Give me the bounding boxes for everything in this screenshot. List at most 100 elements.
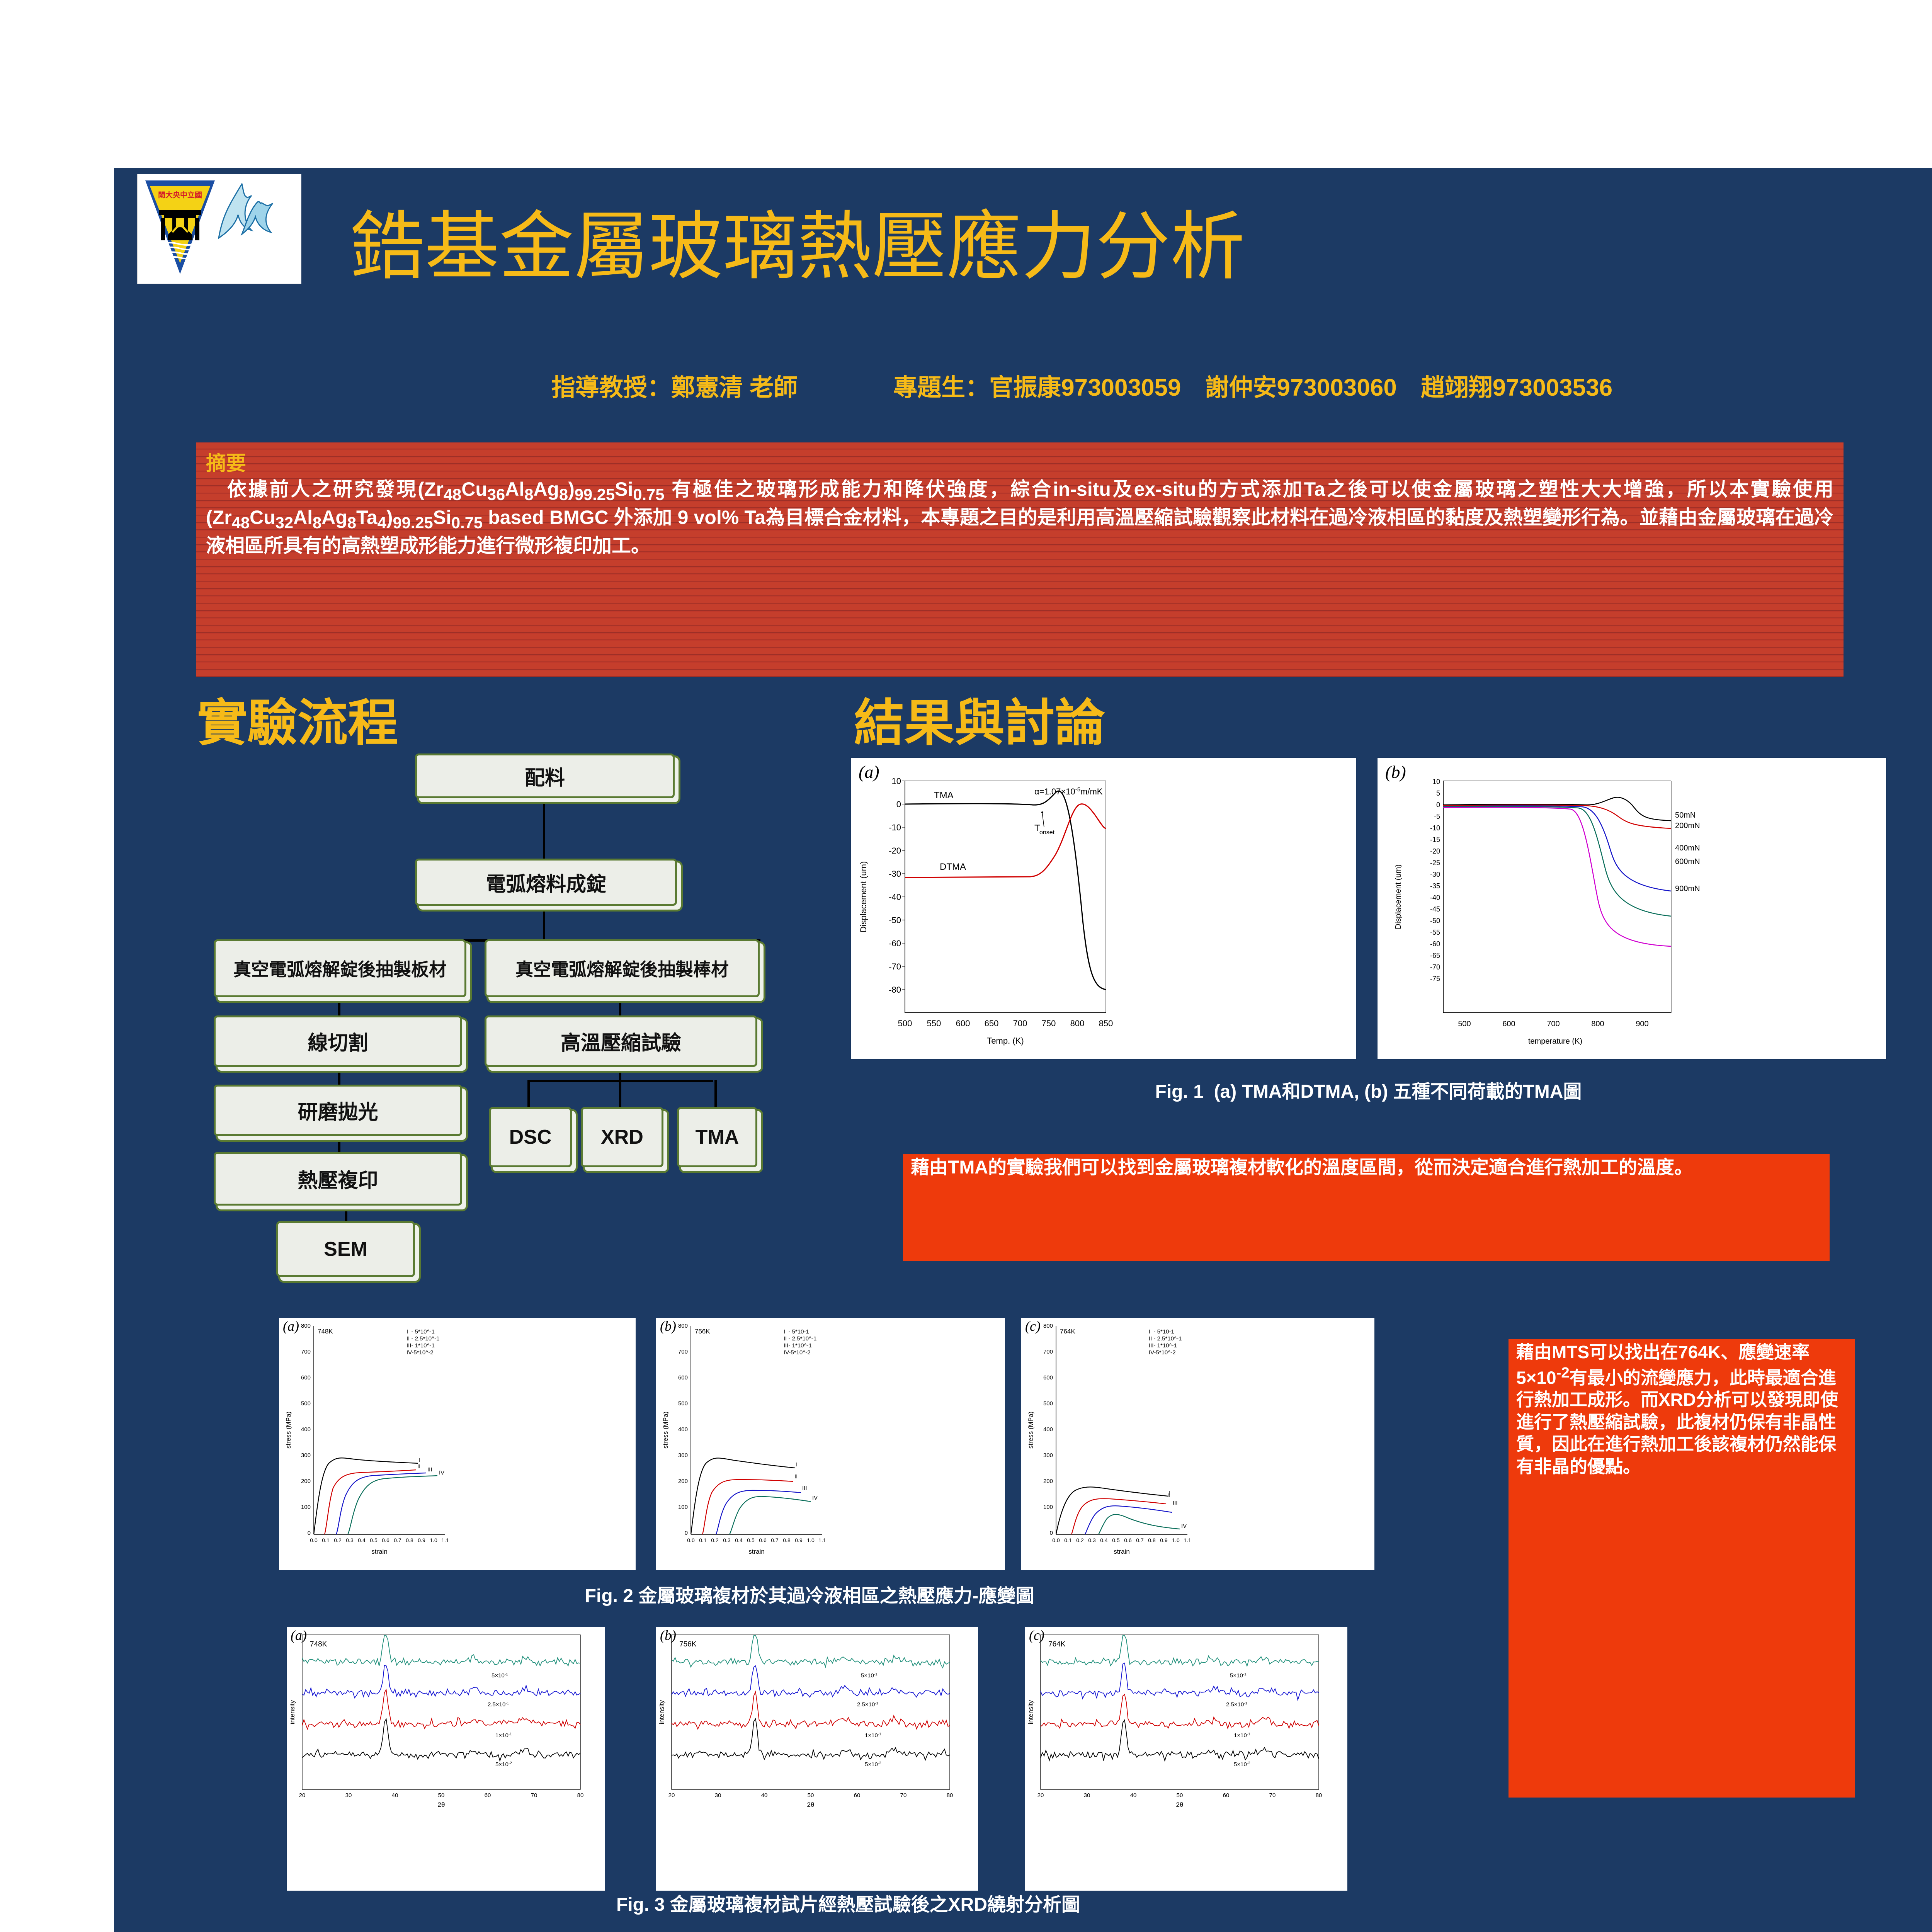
svg-text:600: 600: [1502, 1020, 1515, 1028]
svg-text:0.6: 0.6: [382, 1537, 389, 1543]
svg-text:0.6: 0.6: [1124, 1537, 1132, 1543]
svg-text:I: I: [796, 1461, 798, 1468]
svg-text:strain: strain: [748, 1548, 765, 1555]
svg-text:100: 100: [1043, 1504, 1053, 1510]
svg-text:1.1: 1.1: [441, 1537, 449, 1543]
svg-text:2θ: 2θ: [1176, 1801, 1184, 1808]
svg-text:400mN: 400mN: [1675, 844, 1700, 852]
svg-text:-60: -60: [1430, 940, 1440, 948]
svg-text:10: 10: [892, 776, 901, 786]
svg-text:DTMA: DTMA: [940, 862, 966, 872]
svg-text:0: 0: [1050, 1530, 1053, 1536]
svg-text:0: 0: [896, 799, 901, 809]
svg-text:0.4: 0.4: [735, 1537, 743, 1543]
svg-text:50: 50: [808, 1792, 814, 1799]
svg-text:20: 20: [299, 1792, 306, 1799]
svg-text:IV: IV: [439, 1469, 444, 1476]
svg-text:550: 550: [927, 1019, 941, 1028]
svg-text:-75: -75: [1430, 975, 1440, 983]
svg-text:200: 200: [678, 1478, 688, 1485]
svg-text:IV-5*10^-2: IV-5*10^-2: [406, 1349, 434, 1356]
svg-text:stress (MPa): stress (MPa): [285, 1412, 292, 1449]
svg-text:1.0: 1.0: [1172, 1537, 1180, 1543]
svg-text:748K: 748K: [318, 1328, 333, 1335]
svg-text:-20: -20: [889, 846, 901, 855]
svg-text:500: 500: [678, 1400, 688, 1407]
svg-text:60: 60: [854, 1792, 861, 1799]
svg-text:-40: -40: [889, 892, 901, 902]
svg-text:1×10-1: 1×10-1: [495, 1732, 512, 1739]
svg-text:III: III: [1173, 1500, 1178, 1506]
svg-text:400: 400: [301, 1426, 311, 1433]
svg-text:80: 80: [1316, 1792, 1322, 1799]
svg-text:0.5: 0.5: [370, 1537, 378, 1543]
svg-text:100: 100: [678, 1504, 688, 1510]
svg-text:0.9: 0.9: [1160, 1537, 1168, 1543]
svg-text:I - 5*10-1: I - 5*10-1: [784, 1328, 809, 1335]
svg-text:α=1.07×10-5m/mK: α=1.07×10-5m/mK: [1034, 786, 1103, 797]
svg-text:756K: 756K: [679, 1640, 697, 1648]
svg-text:0.1: 0.1: [1064, 1537, 1072, 1543]
svg-text:-10: -10: [1430, 824, 1440, 832]
svg-text:-65: -65: [1430, 952, 1440, 959]
svg-text:2.5×10-1: 2.5×10-1: [488, 1701, 509, 1708]
svg-text:0.5: 0.5: [747, 1537, 755, 1543]
svg-text:temperature (K): temperature (K): [1528, 1037, 1582, 1046]
svg-text:5×10-1: 5×10-1: [861, 1672, 878, 1679]
svg-text:intensity: intensity: [658, 1700, 665, 1724]
svg-text:800: 800: [1591, 1020, 1604, 1028]
svg-text:1.0: 1.0: [430, 1537, 437, 1543]
svg-text:1.1: 1.1: [818, 1537, 826, 1543]
svg-text:0.5: 0.5: [1112, 1537, 1120, 1543]
svg-text:-20: -20: [1430, 847, 1440, 855]
svg-text:-25: -25: [1430, 859, 1440, 867]
svg-text:I - 5*10-1: I - 5*10-1: [1149, 1328, 1174, 1335]
svg-text:II: II: [794, 1473, 798, 1480]
svg-text:50: 50: [1177, 1792, 1183, 1799]
svg-text:5×10-2: 5×10-2: [865, 1761, 881, 1768]
svg-text:-60: -60: [889, 939, 901, 948]
svg-text:IV: IV: [812, 1495, 818, 1501]
svg-text:800: 800: [1070, 1019, 1085, 1028]
svg-text:0.8: 0.8: [406, 1537, 413, 1543]
svg-text:900mN: 900mN: [1675, 884, 1700, 893]
svg-text:900: 900: [1636, 1020, 1648, 1028]
svg-text:700: 700: [1013, 1019, 1027, 1028]
svg-text:1.0: 1.0: [807, 1537, 815, 1543]
svg-text:intensity: intensity: [289, 1700, 296, 1724]
svg-text:II - 2.5*10^-1: II - 2.5*10^-1: [1149, 1335, 1182, 1342]
svg-text:0.9: 0.9: [795, 1537, 803, 1543]
svg-text:5×10-1: 5×10-1: [492, 1672, 508, 1679]
svg-text:756K: 756K: [695, 1328, 710, 1335]
svg-text:500: 500: [898, 1019, 912, 1028]
svg-text:700: 700: [301, 1349, 311, 1355]
svg-text:200mN: 200mN: [1675, 821, 1700, 830]
svg-text:0.0: 0.0: [687, 1537, 695, 1543]
svg-text:0.9: 0.9: [418, 1537, 425, 1543]
svg-text:500: 500: [301, 1400, 311, 1407]
svg-text:200: 200: [1043, 1478, 1053, 1485]
svg-text:IV-5*10^-2: IV-5*10^-2: [1149, 1349, 1176, 1356]
svg-text:0.3: 0.3: [1088, 1537, 1096, 1543]
svg-text:2.5×10-1: 2.5×10-1: [1226, 1701, 1248, 1708]
svg-text:III- 1*10^-1: III- 1*10^-1: [1149, 1342, 1177, 1349]
svg-text:III: III: [802, 1485, 807, 1492]
svg-text:-30: -30: [1430, 871, 1440, 878]
svg-text:0: 0: [308, 1530, 311, 1536]
svg-text:strain: strain: [1114, 1548, 1130, 1555]
svg-text:II - 2.5*10^-1: II - 2.5*10^-1: [406, 1335, 439, 1342]
svg-text:0.2: 0.2: [1076, 1537, 1084, 1543]
svg-text:0.8: 0.8: [1148, 1537, 1156, 1543]
svg-text:60: 60: [485, 1792, 491, 1799]
svg-text:300: 300: [1043, 1452, 1053, 1459]
svg-text:0.7: 0.7: [1136, 1537, 1144, 1543]
svg-text:onset: onset: [1039, 829, 1055, 836]
svg-text:Displacement (um): Displacement (um): [859, 861, 868, 933]
svg-text:-45: -45: [1430, 905, 1440, 913]
svg-text:Displacement (um): Displacement (um): [1394, 864, 1403, 929]
svg-text:-70: -70: [1430, 963, 1440, 971]
svg-text:Temp. (K): Temp. (K): [987, 1036, 1024, 1046]
svg-text:II: II: [1167, 1492, 1170, 1499]
svg-text:0.0: 0.0: [310, 1537, 318, 1543]
svg-text:IV: IV: [1181, 1523, 1187, 1529]
